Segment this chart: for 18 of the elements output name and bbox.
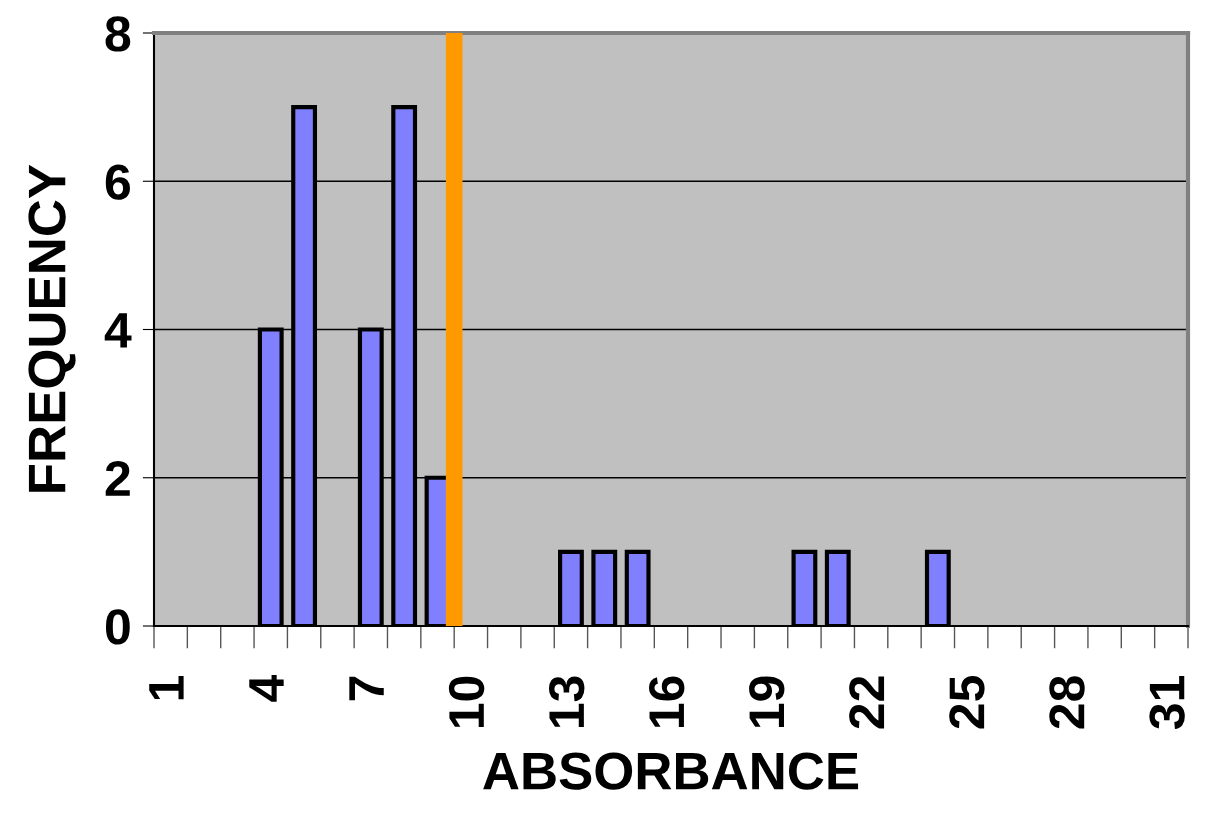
x-tick-label: 19 [749,676,785,728]
x-tick-label: 16 [649,676,685,728]
x-tick-label: 7 [349,676,384,701]
x-tick-label: 31 [1149,676,1185,730]
y-axis-title: FREQUENCY [28,164,76,492]
x-tick-label: 13 [548,676,585,728]
y-tick-label: 4 [104,313,132,348]
x-tick-label: 25 [949,676,985,729]
y-tick-label: 2 [105,460,130,496]
x-tick-label: 28 [1049,676,1085,729]
y-tick-label: 6 [105,164,130,200]
x-tick-label: 10 [448,676,485,728]
x-tick-label: 22 [849,676,885,729]
y-tick-label: 8 [105,16,131,52]
x-tick-label: 1 [149,676,184,700]
x-tick-label: 4 [249,674,284,702]
x-axis-title: ABSORBANCE [483,752,859,790]
y-tick-label: 0 [105,609,130,645]
